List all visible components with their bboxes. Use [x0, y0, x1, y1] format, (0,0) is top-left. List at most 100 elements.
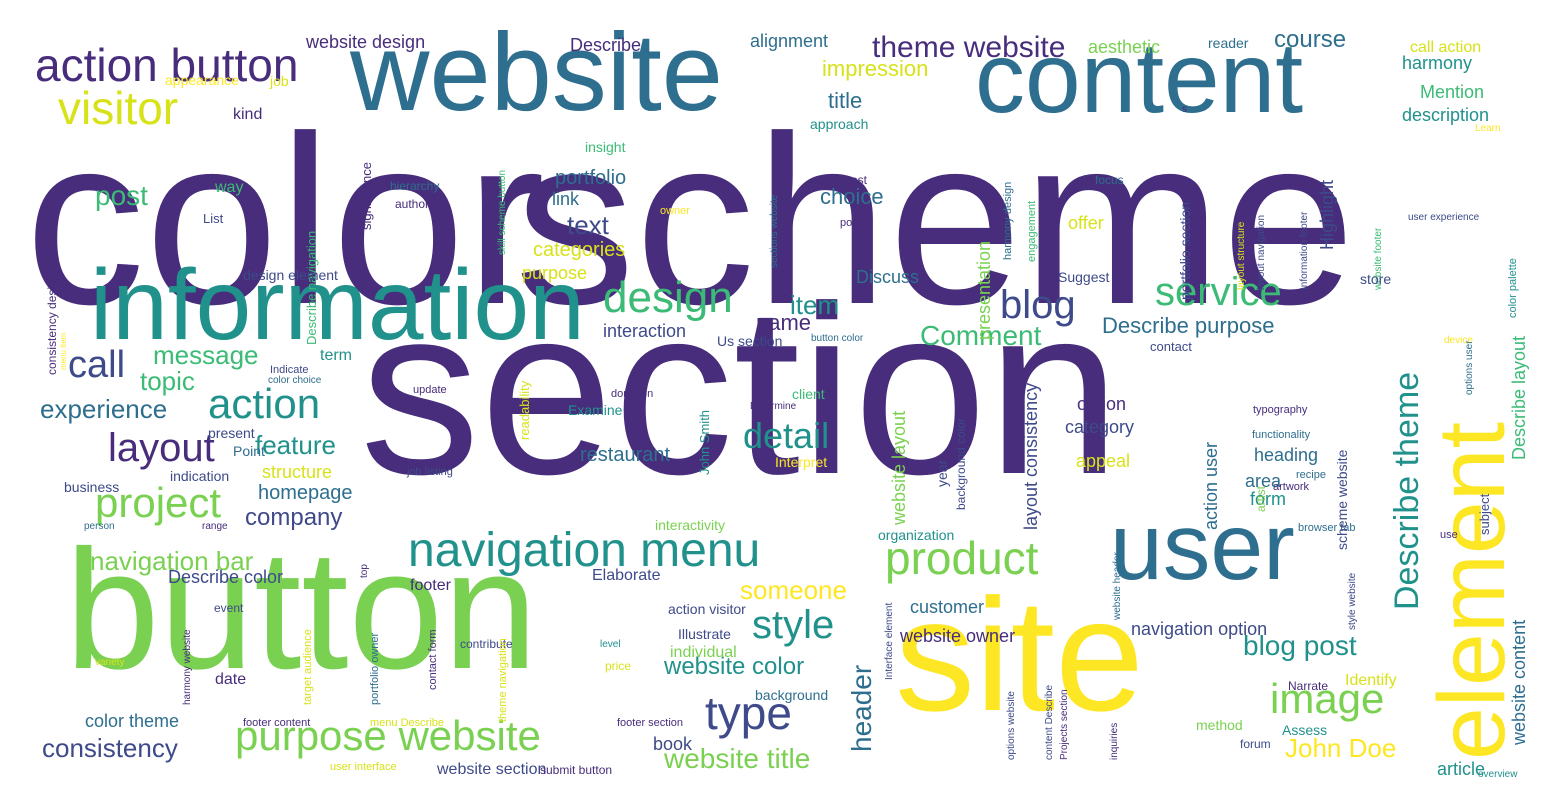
cloud-word: Illustrate	[678, 626, 731, 642]
cloud-word: Determine	[750, 401, 797, 412]
cloud-word: appeal	[1076, 451, 1131, 471]
cloud-word: categories	[533, 239, 626, 261]
cloud-word: Elaborate	[592, 567, 661, 584]
cloud-word: Learn	[1475, 123, 1501, 134]
cloud-word: website layout	[889, 410, 909, 525]
cloud-word: information	[90, 249, 585, 361]
cloud-word: layout navigation	[1256, 214, 1267, 290]
cloud-word: skill scheme button	[497, 169, 508, 255]
cloud-word: options user	[1464, 340, 1475, 395]
cloud-word: navigation option	[1131, 619, 1268, 639]
cloud-word: method	[1196, 717, 1243, 733]
cloud-word: scheme website	[1334, 449, 1350, 550]
cloud-word: menu item	[59, 332, 68, 370]
cloud-word: Describe theme	[1388, 371, 1426, 610]
cloud-word: Assess	[1282, 722, 1328, 738]
cloud-word: alignment	[750, 31, 829, 51]
cloud-word: action visitor	[668, 601, 746, 617]
cloud-word: typography	[1253, 404, 1308, 416]
cloud-word: appearance	[165, 72, 239, 88]
cloud-word: job	[270, 73, 289, 89]
cloud-word: Describe	[570, 35, 642, 55]
cloud-word: image	[1270, 675, 1385, 722]
cloud-word: background	[755, 687, 829, 703]
cloud-word: Comment	[920, 320, 1042, 351]
cloud-word: Indicate	[270, 364, 309, 376]
cloud-word: John Doe	[1285, 733, 1397, 763]
cloud-word: user	[1110, 494, 1295, 600]
cloud-word: s	[1182, 104, 1187, 115]
cloud-word: sections website	[769, 194, 780, 268]
cloud-word: author	[395, 197, 430, 211]
cloud-word: Describe layout	[1509, 335, 1529, 460]
cloud-word: navigation menu	[408, 524, 761, 577]
cloud-word: call action	[1410, 39, 1482, 56]
cloud-word: Us section	[717, 333, 783, 349]
cloud-word: readability	[517, 380, 532, 440]
cloud-word: term	[320, 347, 352, 364]
cloud-word: Interpret	[775, 454, 828, 470]
cloud-word: button	[65, 515, 538, 705]
cloud-word: content Describe	[1044, 684, 1055, 760]
cloud-word: artist	[1254, 485, 1268, 512]
cloud-word: event	[214, 601, 244, 615]
cloud-word: organization	[878, 527, 955, 543]
cloud-word: cost	[845, 173, 868, 187]
cloud-word: structure	[262, 462, 333, 482]
cloud-word: recipe	[1296, 469, 1326, 481]
cloud-word: John Smith	[697, 409, 712, 475]
cloud-word: options website	[1006, 691, 1017, 760]
cloud-word: kind	[233, 106, 263, 123]
cloud-word: item	[790, 290, 840, 320]
cloud-word: functionality	[1252, 429, 1311, 441]
cloud-word: user experience	[1408, 212, 1480, 223]
cloud-word: content	[975, 22, 1304, 134]
cloud-word: date	[215, 671, 247, 688]
cloud-word: design	[603, 273, 733, 322]
cloud-word: product	[885, 532, 1039, 584]
cloud-word: design element	[243, 267, 338, 283]
cloud-word: menu Describe	[370, 717, 444, 729]
cloud-word: title	[828, 88, 863, 113]
cloud-word: Projects section	[1059, 689, 1070, 760]
cloud-word: call	[68, 344, 126, 386]
cloud-word: Identify	[1345, 672, 1397, 689]
cloud-word: engagement	[1026, 200, 1038, 262]
cloud-word: element	[1419, 422, 1525, 760]
cloud-word: target audience	[302, 629, 314, 705]
cloud-word: Describe color	[168, 567, 284, 587]
cloud-word: contact	[1150, 339, 1192, 354]
cloud-word: website header	[1112, 552, 1123, 620]
cloud-word: description	[1402, 105, 1490, 125]
cloud-word: Mention	[1420, 82, 1485, 102]
cloud-word: contact form	[427, 629, 439, 690]
cloud-word: variety	[95, 657, 125, 668]
cloud-word: website color	[664, 653, 805, 680]
cloud-word: header	[846, 664, 877, 752]
cloud-word: level	[600, 639, 621, 650]
cloud-word: visitor	[58, 82, 179, 134]
cloud-word: category	[1065, 417, 1135, 437]
cloud-word: action	[208, 380, 321, 427]
cloud-word: feature	[255, 430, 336, 460]
cloud-word: List	[203, 211, 224, 226]
cloud-word: style	[752, 603, 835, 647]
cloud-word: theme navigation	[497, 638, 509, 722]
cloud-word: consistency	[42, 733, 178, 763]
cloud-word: restaurant	[580, 444, 671, 466]
cloud-word: color choice	[268, 375, 322, 386]
cloud-word: focus	[1095, 173, 1124, 187]
cloud-word: text	[567, 210, 609, 240]
cloud-word: customer	[910, 597, 985, 617]
cloud-word: Interface element	[884, 602, 895, 680]
cloud-word: footer	[410, 577, 451, 594]
cloud-word: hierarchy	[390, 179, 440, 193]
cloud-word: top	[359, 564, 370, 578]
cloud-word: present	[208, 425, 255, 441]
cloud-word: choice	[820, 184, 884, 209]
cloud-word: action button	[35, 39, 299, 91]
cloud-word: user interface	[330, 761, 397, 773]
cloud-word: layout	[108, 426, 215, 470]
cloud-word: website owner	[900, 626, 1016, 646]
cloud-word: layout consistency	[1021, 382, 1041, 530]
